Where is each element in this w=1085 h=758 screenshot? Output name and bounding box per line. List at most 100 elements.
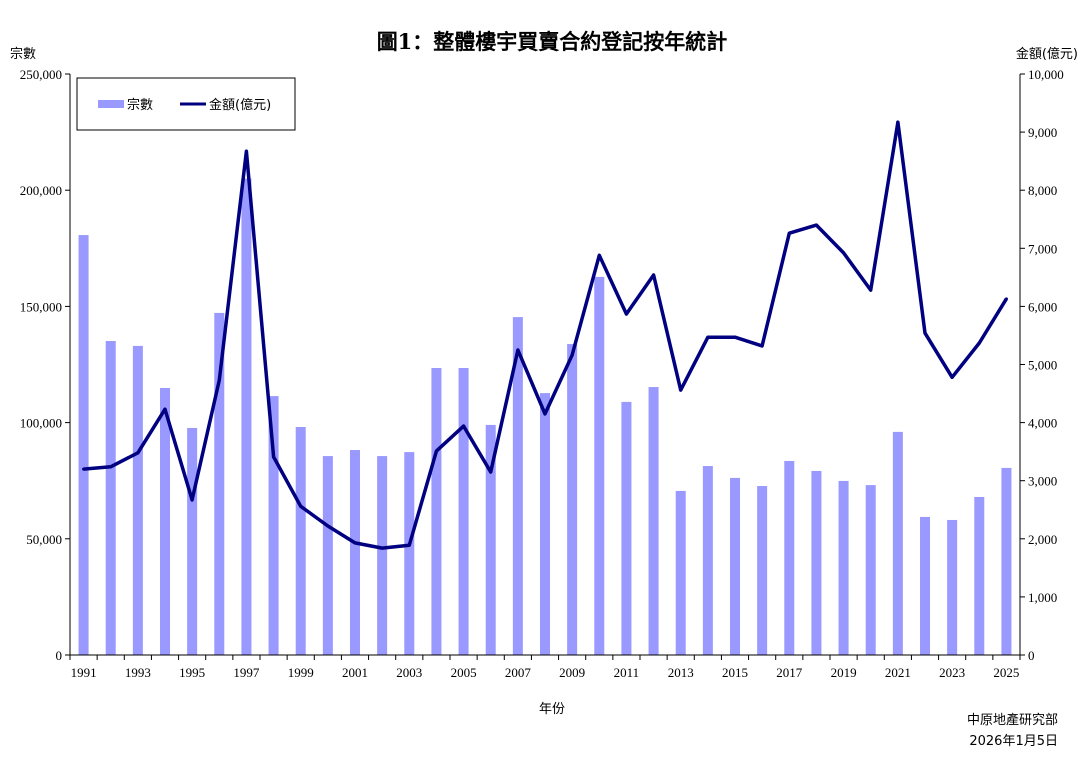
x-tick-label: 2023 — [939, 665, 965, 680]
line-point-2020 — [869, 288, 873, 292]
y-right-tick-label: 0 — [1028, 648, 1035, 663]
x-tick-label: 2021 — [885, 665, 911, 680]
legend-bar-label: 宗數 — [127, 97, 153, 113]
line-point-2015 — [733, 335, 737, 339]
line-point-2025 — [1004, 297, 1008, 301]
line-point-2011 — [624, 312, 628, 316]
bar-2002 — [377, 456, 388, 655]
bar-2013 — [675, 490, 686, 655]
line-point-2004 — [434, 449, 438, 453]
line-point-1992 — [109, 465, 113, 469]
bar-1993 — [132, 345, 143, 655]
bar-2023 — [947, 519, 958, 655]
line-point-2023 — [950, 375, 954, 379]
y-left-tick-label: 50,000 — [26, 532, 62, 547]
line-point-2013 — [679, 388, 683, 392]
x-tick-label: 2007 — [505, 665, 532, 680]
bar-2012 — [648, 387, 659, 655]
line-point-2018 — [814, 223, 818, 227]
line-point-2010 — [597, 253, 601, 257]
line-point-2016 — [760, 344, 764, 348]
bar-1998 — [268, 396, 279, 655]
y-left-tick-label: 150,000 — [20, 299, 62, 314]
line-point-2014 — [706, 335, 710, 339]
bar-1997 — [241, 178, 252, 655]
y-right-tick-label: 4,000 — [1028, 416, 1057, 431]
x-tick-label: 2003 — [396, 665, 422, 680]
bar-2015 — [730, 477, 740, 655]
bar-2009 — [567, 344, 578, 655]
bar-2024 — [974, 496, 985, 655]
y-right-tick-label: 5,000 — [1028, 358, 1057, 373]
line-point-2002 — [380, 546, 384, 550]
y-right-tick-label: 3,000 — [1028, 474, 1057, 489]
bar-2019 — [838, 480, 849, 655]
x-tick-label: 1995 — [179, 665, 205, 680]
line-point-2008 — [543, 412, 547, 416]
y-right-tick-label: 7,000 — [1028, 241, 1057, 256]
bar-2001 — [350, 450, 360, 655]
line-point-1998 — [272, 455, 276, 459]
bar-2016 — [757, 486, 768, 655]
line-point-2007 — [516, 348, 520, 352]
bar-2006 — [485, 424, 496, 655]
x-tick-label: 2001 — [342, 665, 368, 680]
bar-2020 — [865, 485, 876, 655]
legend: 宗數 金額(億元) — [76, 77, 296, 131]
bar-1991 — [78, 235, 89, 655]
line-point-2003 — [407, 543, 411, 547]
y-left-tick-label: 200,000 — [20, 183, 62, 198]
line-point-2019 — [842, 251, 846, 255]
x-tick-label: 2015 — [722, 665, 748, 680]
bar-2022 — [920, 516, 930, 655]
line-point-1999 — [299, 504, 303, 508]
bar-2017 — [784, 460, 795, 655]
x-tick-label: 1993 — [125, 665, 151, 680]
line-point-1997 — [244, 149, 248, 153]
x-tick-label: 2011 — [614, 665, 640, 680]
bar-2005 — [458, 367, 469, 655]
line-point-2012 — [652, 273, 656, 277]
x-tick-label: 1999 — [288, 665, 314, 680]
x-tick-label: 2019 — [831, 665, 857, 680]
bar-2007 — [512, 317, 523, 655]
line-point-2024 — [977, 341, 981, 345]
y-left-tick-label: 250,000 — [20, 67, 62, 82]
bar-1992 — [105, 341, 116, 655]
y-left-tick-label: 100,000 — [20, 416, 62, 431]
bar-2021 — [892, 431, 903, 655]
y-right-tick-label: 10,000 — [1028, 67, 1064, 82]
bar-2003 — [404, 452, 415, 655]
bar-1999 — [295, 427, 306, 655]
line-point-2001 — [353, 541, 357, 545]
bar-1996 — [214, 312, 225, 655]
bar-2014 — [702, 466, 713, 655]
line-point-1991 — [82, 467, 86, 471]
line-point-2022 — [923, 331, 927, 335]
bar-2008 — [540, 393, 550, 655]
bar-2025 — [1001, 467, 1012, 655]
y-right-tick-label: 6,000 — [1028, 299, 1057, 314]
y-right-tick-label: 9,000 — [1028, 125, 1057, 140]
bar-1995 — [187, 427, 198, 655]
date-text: 2026年1月5日 — [969, 734, 1058, 749]
line-point-2005 — [462, 424, 466, 428]
y-right-label: 金額(億元) — [1016, 46, 1078, 62]
line-point-2009 — [570, 353, 574, 357]
y-left-label: 宗數 — [10, 46, 36, 62]
x-tick-label: 2013 — [668, 665, 694, 680]
y-right-tick-label: 8,000 — [1028, 183, 1057, 198]
x-tick-label: 1991 — [71, 665, 97, 680]
line-point-1993 — [136, 451, 140, 455]
legend-bar-swatch — [98, 100, 124, 108]
bar-2000 — [322, 456, 333, 655]
line-point-2021 — [896, 120, 900, 124]
bar-1994 — [160, 387, 170, 655]
x-tick-label: 1997 — [233, 665, 260, 680]
legend-line-label: 金額(億元) — [209, 97, 271, 113]
line-point-2017 — [787, 231, 791, 235]
x-tick-label: 2017 — [776, 665, 803, 680]
line-point-1996 — [217, 378, 221, 382]
line-point-2000 — [326, 524, 330, 528]
